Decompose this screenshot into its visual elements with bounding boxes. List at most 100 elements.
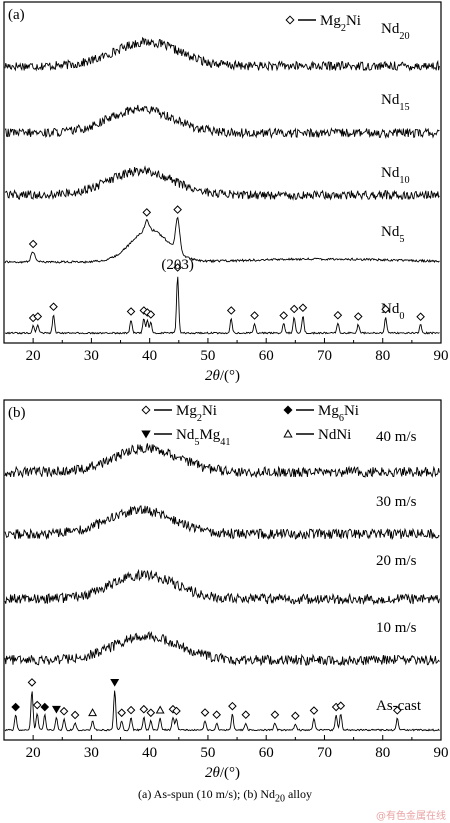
phase-marker xyxy=(11,702,20,712)
figure-caption: (a) As-spun (10 m/s); (b) Nd20 alloy xyxy=(0,787,450,804)
phase-marker xyxy=(353,312,363,321)
plot-frame xyxy=(3,399,442,741)
series-label-part: 10 xyxy=(399,175,409,186)
phase-marker xyxy=(381,304,390,314)
legend-label-part: Mg xyxy=(176,403,197,419)
x-axis-label-part: 2 xyxy=(205,368,213,384)
xrd-trace xyxy=(4,104,440,140)
series-label-part: 30 m/s xyxy=(376,494,417,510)
phase-marker xyxy=(309,706,319,715)
phase-marker xyxy=(51,705,61,714)
series-label-part: As-cast xyxy=(376,698,422,714)
series-label: Nd20 xyxy=(381,21,410,42)
x-tick-label: 20 xyxy=(26,348,41,364)
phase-marker xyxy=(32,700,42,710)
x-tick-label: 80 xyxy=(375,745,390,761)
xrd-trace xyxy=(4,276,440,335)
phase-marker xyxy=(212,710,221,720)
legend-label: NdNi xyxy=(318,427,351,443)
phase-marker xyxy=(146,708,156,718)
x-axis-label-part: /(°) xyxy=(220,368,240,384)
xrd-trace xyxy=(4,443,440,479)
series-label-part: Nd xyxy=(381,224,400,240)
phase-marker xyxy=(117,708,127,718)
series-label: As-cast xyxy=(376,698,422,714)
series-label-part: 15 xyxy=(399,102,409,113)
legend-label: Mg2Ni xyxy=(320,13,361,34)
series-label: Nd15 xyxy=(381,92,410,113)
xrd-trace xyxy=(4,505,440,541)
phase-marker xyxy=(291,711,300,721)
series-label: 20 m/s xyxy=(376,553,417,569)
legend-label-part: Ni xyxy=(344,403,359,419)
phase-marker xyxy=(155,705,165,714)
xrd-trace xyxy=(4,216,440,264)
peak-annotation: (203) xyxy=(161,257,194,273)
x-tick-label: 40 xyxy=(142,745,157,761)
phase-marker xyxy=(126,307,136,316)
phase-marker xyxy=(289,304,299,314)
panel-label: (a) xyxy=(8,7,25,23)
series-label: Nd5 xyxy=(381,224,404,245)
legend-label: Mg2Ni xyxy=(176,403,217,424)
legend-marker xyxy=(285,15,295,25)
phase-marker xyxy=(40,702,50,712)
phase-marker xyxy=(279,311,288,320)
series-label-part: 5 xyxy=(399,234,404,245)
legend-label: Mg6Ni xyxy=(318,403,359,424)
series-label-part: Nd xyxy=(381,165,400,181)
phase-marker xyxy=(173,263,182,272)
series-label: 40 m/s xyxy=(376,429,417,445)
series-label: 10 m/s xyxy=(376,620,417,636)
series-label: Nd10 xyxy=(381,165,410,186)
x-tick-label: 40 xyxy=(142,348,157,364)
phase-marker xyxy=(333,310,343,320)
phase-marker xyxy=(88,708,98,717)
legend-label-part: NdNi xyxy=(318,427,351,443)
plot-frame xyxy=(3,1,442,344)
xrd-trace xyxy=(4,36,440,72)
legend-label-part: Nd xyxy=(176,427,195,443)
phase-marker xyxy=(110,679,120,687)
x-tick-label: 20 xyxy=(26,745,41,761)
phase-marker xyxy=(28,239,38,249)
panel-label: (b) xyxy=(8,405,26,421)
phase-marker xyxy=(226,306,236,315)
x-axis-label-part: 2 xyxy=(205,765,213,781)
x-axis-label-part: θ xyxy=(212,368,220,384)
phase-marker xyxy=(146,310,156,319)
xrd-trace xyxy=(4,631,440,667)
phase-marker xyxy=(173,205,182,214)
panel-a: 20 30 40 50 60 70 80 902θ/(°)(a)Nd20Nd15Nd10Nd5… xyxy=(3,1,449,384)
phase-marker xyxy=(27,678,37,687)
watermark: @有色金属在线 xyxy=(376,811,446,822)
legend-label-part: 2 xyxy=(341,23,346,34)
x-tick-label: 60 xyxy=(259,348,274,364)
phase-marker xyxy=(270,710,280,720)
x-tick-label: 80 xyxy=(375,348,390,364)
phase-marker xyxy=(250,311,259,320)
legend-label-part: Mg xyxy=(318,403,339,419)
x-tick-label: 70 xyxy=(317,348,332,364)
phase-marker xyxy=(126,705,136,715)
x-tick-label: 90 xyxy=(434,745,449,761)
phase-marker xyxy=(336,701,346,711)
series-label-part: 40 m/s xyxy=(376,429,417,445)
legend-label-part: 41 xyxy=(220,437,230,448)
legend-label-part: 2 xyxy=(197,413,202,424)
legend-label: Nd5Mg41 xyxy=(176,427,230,448)
phase-marker xyxy=(298,303,308,313)
x-axis-label-part: /(°) xyxy=(220,765,240,781)
legend-label-part: 5 xyxy=(194,437,199,448)
legend-marker xyxy=(141,405,151,415)
x-axis-label: 2θ/(°) xyxy=(205,368,240,384)
phase-marker xyxy=(49,302,58,312)
series-label-part: 0 xyxy=(399,311,404,322)
series-label-part: 20 xyxy=(399,31,409,42)
xrd-trace xyxy=(4,568,440,606)
phase-marker xyxy=(200,708,210,717)
phase-marker xyxy=(228,701,237,711)
phase-marker xyxy=(70,710,80,720)
phase-marker xyxy=(392,706,402,715)
